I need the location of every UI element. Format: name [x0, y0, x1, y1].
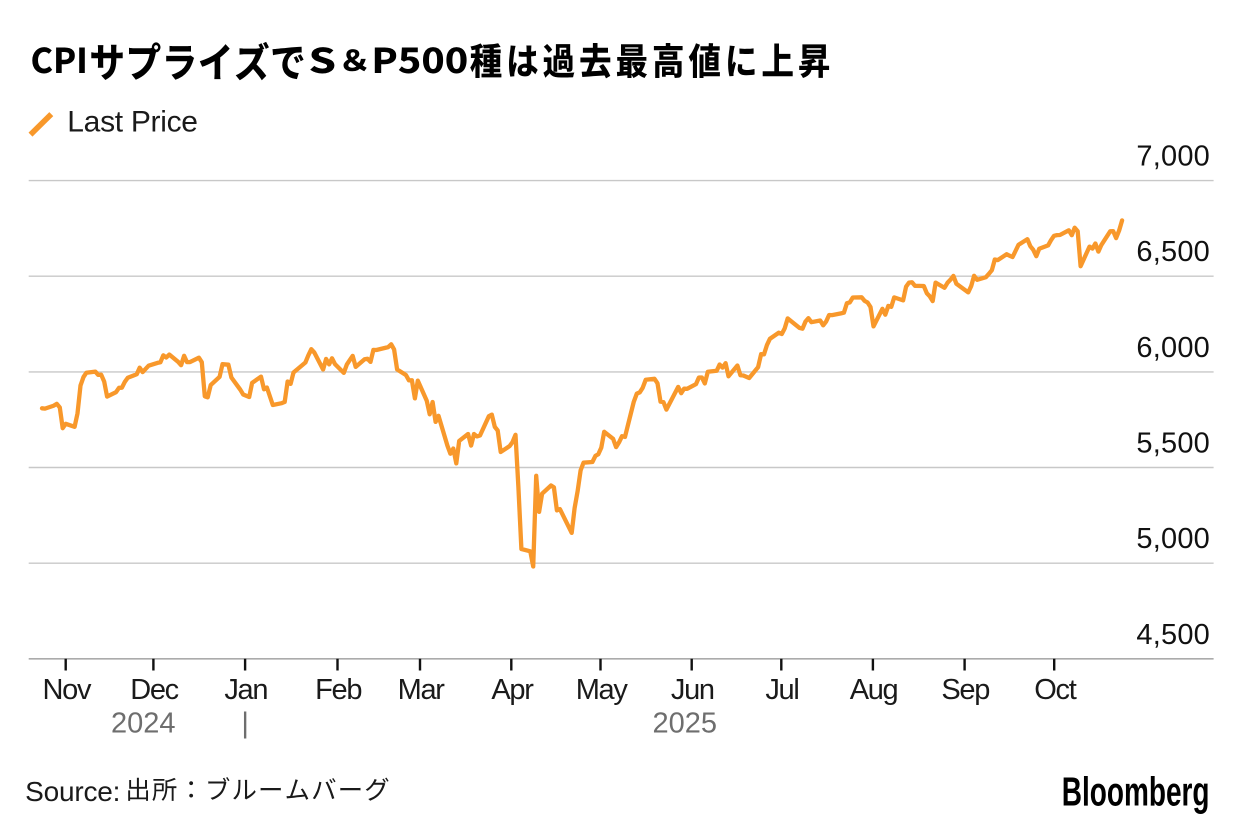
svg-text:4,500: 4,500 [1136, 619, 1210, 651]
svg-text:6,000: 6,000 [1136, 332, 1210, 364]
svg-text:2025: 2025 [652, 708, 717, 740]
svg-text:2024: 2024 [111, 708, 176, 740]
svg-text:Nov: Nov [43, 674, 92, 706]
svg-text:7,000: 7,000 [1136, 141, 1210, 173]
svg-text:Source:: Source: [25, 776, 120, 807]
svg-text:Sep: Sep [941, 674, 989, 706]
svg-text:Dec: Dec [130, 674, 178, 706]
svg-text:Mar: Mar [398, 674, 446, 706]
svg-text:Aug: Aug [850, 674, 898, 706]
svg-text:May: May [576, 674, 629, 706]
svg-text:Jan: Jan [224, 674, 267, 706]
svg-text:Jun: Jun [671, 674, 714, 706]
svg-text:Feb: Feb [315, 674, 361, 706]
svg-text:Jul: Jul [765, 674, 798, 706]
svg-text:Bloomberg: Bloomberg [1062, 771, 1210, 815]
svg-text:Last Price: Last Price [67, 106, 197, 139]
svg-text:6,500: 6,500 [1136, 236, 1210, 268]
svg-text:Oct: Oct [1034, 674, 1076, 706]
svg-text:5,000: 5,000 [1136, 523, 1210, 555]
svg-text:|: | [241, 708, 249, 740]
svg-text:Apr: Apr [491, 674, 534, 706]
svg-text:5,500: 5,500 [1136, 428, 1210, 460]
